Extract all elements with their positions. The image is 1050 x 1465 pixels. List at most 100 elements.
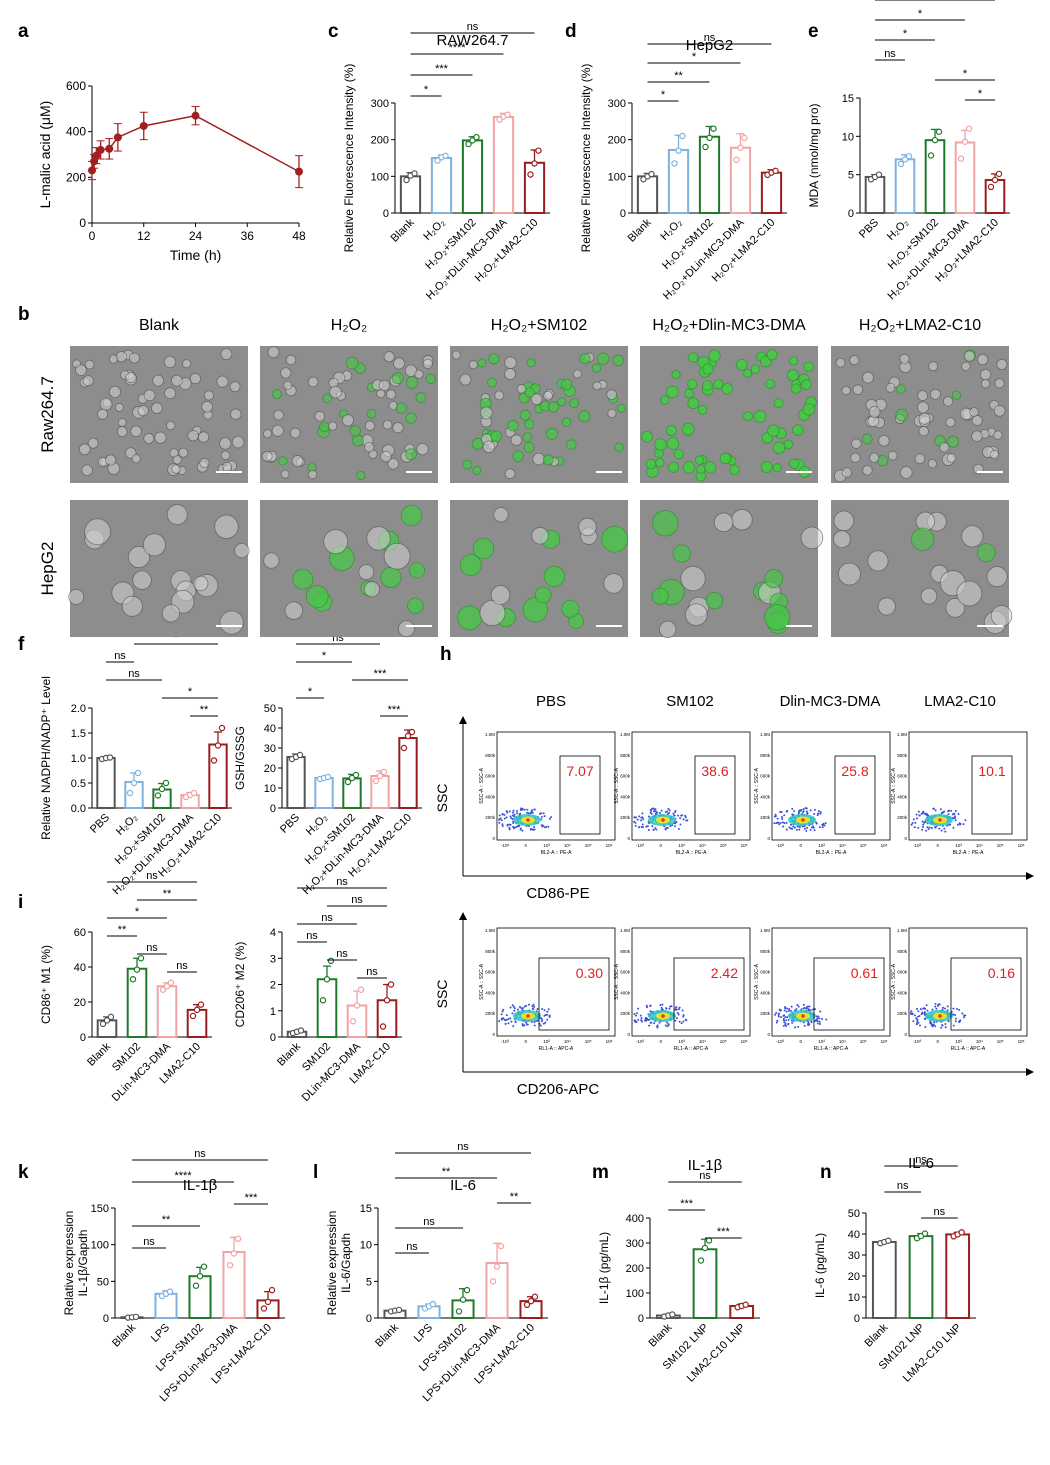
cell [292, 568, 314, 590]
flow-event [674, 1008, 677, 1011]
flow-y-tick: 1.0M [760, 732, 770, 737]
cell [391, 372, 404, 384]
flow-plot: 1.0M 800k 600k 400k 200k 0 -10³ 0 10³ 10⁴ 10⁵ 10⁶ RL… [479, 927, 616, 1052]
flow-gate [971, 755, 1013, 835]
flow-x-tick: 0 [525, 843, 528, 848]
cell [164, 387, 177, 400]
sig-label: *** [680, 1198, 694, 1210]
bar [152, 788, 172, 809]
data-point [497, 1242, 505, 1250]
cell [504, 356, 517, 369]
bar [729, 146, 752, 215]
data-point [531, 160, 538, 167]
flow-y-tick: 800k [897, 949, 908, 954]
cell [743, 368, 752, 378]
flow-density-peak [526, 1014, 530, 1018]
flow-gate-value: 0.61 [851, 965, 878, 981]
x-tick-label: 0 [89, 229, 96, 243]
data-point [103, 1017, 111, 1024]
cell [262, 429, 273, 439]
flow-event [543, 1014, 546, 1017]
cell [166, 420, 176, 431]
flow-x-tick: 0 [525, 1039, 528, 1044]
flow-event [809, 828, 812, 831]
flow-event [958, 1021, 961, 1024]
flow-event [816, 1017, 819, 1020]
data-point [463, 1286, 471, 1294]
flow-density-peak [661, 818, 665, 822]
flow-x-channel: RL1-A :: APC-A [951, 1046, 986, 1052]
data-point [189, 1012, 197, 1020]
cell [673, 449, 684, 460]
cell [345, 356, 359, 370]
cell [687, 397, 700, 410]
cell [672, 544, 691, 563]
cell [291, 455, 304, 467]
cell [719, 452, 732, 465]
flow-event [918, 1024, 921, 1027]
flow-event [654, 808, 657, 811]
data-point [197, 1001, 205, 1008]
data-point [429, 1300, 437, 1308]
cell [383, 542, 411, 570]
flow-y-tick: 400k [620, 990, 631, 995]
flow-event [776, 1019, 779, 1022]
flow-event [954, 809, 957, 812]
chart-k: 0 50 100 150 Relative expression IL-1β/Gapdh I… [62, 1148, 285, 1404]
flow-y-tick: 200k [485, 1011, 496, 1016]
flow-event [661, 1003, 664, 1006]
sig-label: * [692, 51, 697, 63]
cell [971, 430, 983, 442]
panel-letter-c: c [328, 21, 339, 42]
flow-event [818, 1020, 821, 1023]
flow-event [530, 811, 533, 814]
flow-event [925, 813, 928, 816]
cell [220, 348, 233, 360]
data-point [132, 1313, 140, 1321]
data-point [931, 136, 939, 144]
y-axis-label: L-malic acid (μM) [37, 101, 53, 209]
cell [566, 439, 577, 450]
y-tick-label: 300 [608, 98, 626, 110]
cell [792, 424, 804, 436]
y-tick-label: 15 [360, 1203, 372, 1215]
flow-event [940, 1026, 943, 1029]
scale-bar [596, 625, 622, 627]
flow-x-tick: -10³ [913, 1039, 922, 1044]
cell [142, 533, 166, 557]
microscopy-column-label: H₂O₂+LMA2-C10 [859, 317, 981, 334]
cell [976, 543, 996, 563]
flow-event [638, 826, 641, 829]
cell [773, 398, 784, 409]
cell [97, 408, 109, 420]
cell [651, 587, 669, 605]
x-axis-label: Time (h) [170, 247, 222, 263]
chart-title: IL-6 [450, 1177, 476, 1194]
cell [151, 402, 163, 414]
flow-event [533, 1021, 536, 1024]
flow-event [513, 1007, 516, 1010]
bar [894, 158, 916, 214]
flow-event [800, 808, 803, 811]
cell [560, 378, 573, 391]
flow-y-tick: 200k [760, 815, 771, 820]
cell [569, 398, 579, 408]
flow-event [915, 817, 918, 820]
flow-event [954, 1017, 957, 1020]
flow-event [515, 825, 518, 828]
flow-event [787, 1023, 790, 1026]
flow-event [671, 824, 674, 827]
cell [803, 361, 814, 372]
sig-label: * [188, 686, 193, 698]
flow-gate [950, 957, 1022, 1031]
sig-label: ns [176, 960, 188, 972]
cell [547, 401, 560, 413]
flow-x-tick: 0 [660, 843, 663, 848]
bar [864, 175, 886, 214]
flow-y-tick: 1.0M [897, 928, 907, 933]
cell [753, 410, 767, 423]
chart-c: 0 100 200 300 Relative Fluorescence Intensit… [342, 21, 550, 302]
cell [341, 414, 354, 427]
data-point [702, 143, 709, 151]
